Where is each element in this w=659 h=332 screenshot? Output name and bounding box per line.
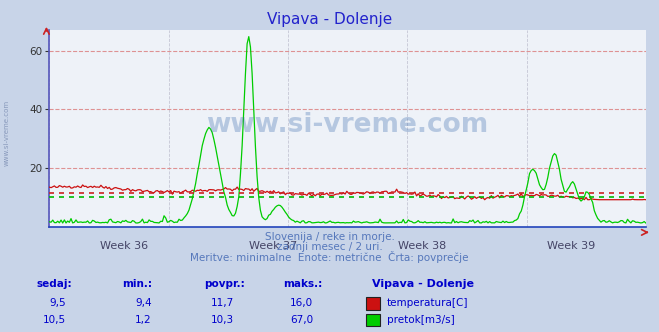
Text: 9,4: 9,4: [135, 298, 152, 308]
Text: temperatura[C]: temperatura[C]: [387, 298, 469, 308]
Text: Meritve: minimalne  Enote: metrične  Črta: povprečje: Meritve: minimalne Enote: metrične Črta:…: [190, 251, 469, 263]
Text: 11,7: 11,7: [211, 298, 234, 308]
Text: min.:: min.:: [122, 279, 152, 289]
Text: maks.:: maks.:: [283, 279, 323, 289]
Text: zadnji mesec / 2 uri.: zadnji mesec / 2 uri.: [277, 242, 382, 252]
Text: 1,2: 1,2: [135, 315, 152, 325]
Text: www.si-vreme.com: www.si-vreme.com: [3, 100, 10, 166]
Text: 16,0: 16,0: [290, 298, 313, 308]
Text: 10,5: 10,5: [43, 315, 66, 325]
Text: Vipava - Dolenje: Vipava - Dolenje: [267, 12, 392, 27]
Text: pretok[m3/s]: pretok[m3/s]: [387, 315, 455, 325]
Text: Week 38: Week 38: [398, 241, 446, 251]
Text: Vipava - Dolenje: Vipava - Dolenje: [372, 279, 474, 289]
Text: 9,5: 9,5: [49, 298, 66, 308]
Text: www.si-vreme.com: www.si-vreme.com: [206, 112, 489, 138]
Text: sedaj:: sedaj:: [36, 279, 72, 289]
Text: Week 37: Week 37: [249, 241, 297, 251]
Text: 67,0: 67,0: [290, 315, 313, 325]
Text: povpr.:: povpr.:: [204, 279, 245, 289]
Text: Week 39: Week 39: [547, 241, 595, 251]
Text: 10,3: 10,3: [211, 315, 234, 325]
Text: Slovenija / reke in morje.: Slovenija / reke in morje.: [264, 232, 395, 242]
Text: Week 36: Week 36: [100, 241, 148, 251]
